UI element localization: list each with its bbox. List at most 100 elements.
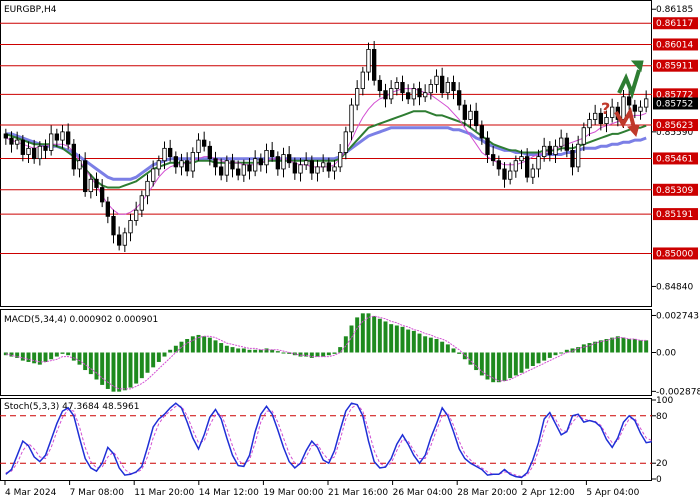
candle-body	[564, 137, 569, 151]
candle-body	[360, 71, 365, 89]
macd-bar	[270, 349, 275, 353]
candle-body	[355, 88, 360, 106]
candle-body	[576, 143, 581, 168]
macd-bar	[593, 341, 598, 353]
macd-bar	[83, 352, 88, 371]
candle-body	[309, 160, 314, 174]
candle-body	[372, 49, 377, 81]
candle-body	[338, 152, 343, 168]
macd-bar	[377, 318, 382, 353]
macd-bar	[247, 349, 252, 353]
macd-bar	[185, 339, 190, 353]
candle-body	[292, 162, 297, 174]
macd-bar	[241, 348, 246, 353]
macd-bar	[54, 352, 59, 357]
time-tick-label: 28 Mar 20:00	[457, 488, 517, 498]
candle-body	[15, 139, 20, 145]
macd-bar	[213, 340, 218, 353]
macd-bar	[366, 313, 371, 353]
macd-axis: 0.002743 0.00 -0.002878	[652, 311, 700, 397]
candle-body	[111, 215, 116, 236]
candle-body	[547, 145, 552, 155]
price-level-label-bg	[653, 59, 698, 72]
candle-body	[49, 133, 54, 151]
macd-bar	[360, 313, 365, 353]
time-tick-label: 4 Mar 2024	[5, 488, 57, 498]
macd-signal	[5, 315, 647, 390]
candle-body	[553, 145, 558, 155]
candle-body	[88, 178, 93, 193]
macd-bar	[224, 345, 229, 353]
candle-body	[224, 160, 229, 176]
candle-body	[168, 147, 173, 157]
macd-bar	[315, 352, 320, 357]
candle-body	[343, 131, 348, 153]
macd-bar	[598, 340, 603, 353]
macd-bar	[230, 347, 235, 353]
candle-body	[3, 133, 8, 139]
candle-body	[196, 139, 201, 153]
macd-tick-label: 0.002743	[656, 311, 699, 321]
candle-body	[230, 160, 235, 170]
candle-body	[581, 127, 586, 145]
price-moving-averages	[5, 88, 647, 215]
macd-bar	[26, 352, 31, 362]
candle-body	[315, 166, 320, 174]
price-level-label: 0.85911	[656, 62, 693, 72]
macd-bar	[406, 329, 411, 353]
macd-bar	[610, 337, 615, 353]
candle-body	[145, 180, 150, 197]
candle-body	[156, 160, 161, 170]
macd-bar	[338, 347, 343, 353]
candle-body	[621, 96, 626, 120]
macd-bar	[304, 352, 309, 357]
question-mark: ?	[601, 99, 610, 118]
stoch-tick-label: 20	[656, 459, 668, 469]
candle-body	[134, 209, 139, 221]
macd-bar	[94, 352, 99, 380]
candle-body	[241, 164, 246, 176]
ma-mid-line	[5, 110, 647, 189]
price-axis: 0.86185 0.85590 0.84840 0.86117 0.86014 0.859…	[652, 5, 698, 292]
macd-histogram	[3, 313, 649, 392]
macd-bar	[372, 316, 377, 353]
candle-body	[457, 90, 462, 106]
price-panel-frame	[0, 0, 652, 307]
macd-bar	[519, 352, 524, 373]
macd-bar	[134, 352, 139, 384]
macd-bar	[479, 352, 484, 376]
candle-body	[83, 160, 88, 193]
price-levels	[0, 22, 652, 254]
arrow-up-head-icon	[630, 60, 644, 73]
macd-bar	[49, 352, 54, 360]
candle-body	[37, 145, 42, 160]
macd-bar	[644, 340, 649, 353]
stoch-tick-label: 100	[656, 396, 673, 406]
macd-panel-title: MACD(5,34,4) 0.000902 0.000901	[4, 315, 158, 325]
candle-body	[236, 168, 241, 176]
candle-body	[9, 137, 14, 145]
macd-bar	[485, 352, 490, 380]
candle-body	[139, 195, 144, 211]
macd-bar	[298, 352, 303, 357]
price-tick-label: 0.86185	[656, 5, 693, 15]
candle-body	[128, 220, 133, 234]
candle-body	[542, 145, 547, 157]
candle-body	[258, 158, 263, 166]
candle-body	[525, 156, 530, 178]
macd-bar	[128, 352, 133, 388]
macd-bar	[202, 336, 207, 353]
candle-body	[536, 156, 541, 170]
macd-panel-frame	[0, 309, 652, 396]
candle-body	[406, 92, 411, 100]
price-level-label-bg	[653, 119, 698, 132]
macd-bar	[287, 352, 292, 354]
macd-bar	[162, 352, 167, 357]
candle-body	[587, 119, 592, 129]
candle-body	[60, 131, 65, 141]
candle-body	[77, 160, 82, 170]
candle-body	[570, 150, 575, 168]
candle-body	[479, 125, 484, 139]
macd-bar	[139, 352, 144, 379]
